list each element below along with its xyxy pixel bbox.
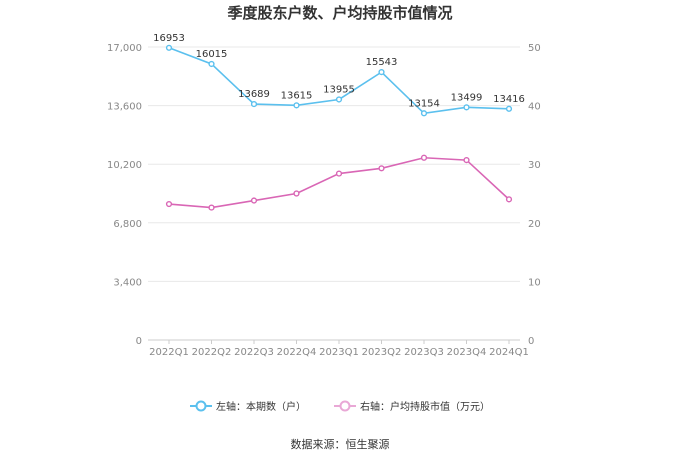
right-axis-tick-label: 30 — [528, 160, 541, 171]
right-axis-tick-label: 10 — [528, 277, 541, 288]
data-label: 16953 — [153, 33, 185, 44]
left-axis-tick-label: 6,800 — [113, 219, 142, 230]
right-axis-tick-label: 40 — [528, 102, 541, 113]
legend-left-line-icon — [190, 400, 212, 411]
data-label: 13154 — [408, 98, 440, 109]
x-axis-tick-label: 2024Q1 — [489, 347, 529, 358]
series-line-1 — [168, 156, 510, 209]
data-label: 16015 — [196, 49, 228, 60]
data-point — [250, 197, 258, 204]
left-axis-tick-label: 10,200 — [107, 160, 142, 171]
data-labels: 16953 16015 13689 13615 13955 15543 13154 13499… — [153, 33, 525, 109]
chart-title: 季度股东户数、户均持股市值情况 — [227, 4, 453, 22]
data-point — [250, 100, 258, 108]
x-axis-tick-label: 2022Q4 — [277, 347, 317, 358]
x-axis-tick-label: 2023Q2 — [362, 347, 402, 358]
x-axis-tick-label: 2022Q2 — [192, 347, 232, 358]
data-label: 13416 — [493, 94, 525, 105]
data-point — [463, 104, 470, 111]
data-point — [505, 105, 513, 112]
data-point — [463, 156, 470, 164]
right-axis-tick-label: 20 — [528, 219, 541, 230]
left-axis-tick-label: 0 — [136, 336, 142, 347]
data-point — [293, 190, 300, 197]
data-point — [378, 69, 385, 76]
data-label: 15543 — [366, 57, 398, 68]
data-point — [505, 196, 513, 203]
x-axis-tick-label: 2022Q1 — [149, 347, 189, 358]
chart-source: 数据来源：恒生聚源 — [290, 438, 390, 451]
legend-item-right-series[interactable]: 右轴：户均持股市值（万元） — [334, 398, 490, 413]
series-lines — [165, 44, 513, 211]
x-axis-tick-label: 2023Q3 — [404, 347, 444, 358]
data-point — [378, 165, 385, 172]
data-label: 13499 — [451, 92, 483, 103]
x-axis-tick-label: 2023Q4 — [447, 347, 487, 358]
axes: 0 3,400 6,800 10,200 13,600 17,000 0 10 20 30 40 50… — [107, 43, 541, 358]
data-label: 13615 — [281, 90, 313, 101]
left-axis-tick-label: 13,600 — [107, 102, 142, 113]
data-label: 13955 — [323, 84, 355, 95]
data-point — [420, 110, 428, 117]
data-point — [335, 96, 343, 103]
grid-lines — [148, 46, 520, 341]
data-point — [165, 200, 173, 208]
data-point — [293, 102, 300, 109]
data-point — [165, 44, 173, 51]
legend: 左轴：本期数（户） 右轴：户均持股市值（万元） — [0, 398, 680, 413]
data-label: 13689 — [238, 89, 270, 100]
left-axis-tick-label: 17,000 — [107, 43, 142, 54]
left-axis-tick-label: 3,400 — [113, 277, 142, 288]
legend-item-left-series[interactable]: 左轴：本期数（户） — [190, 398, 306, 413]
data-point — [335, 170, 343, 177]
legend-left-label: 左轴：本期数（户） — [216, 402, 306, 413]
data-point — [420, 154, 428, 161]
x-axis-tick-label: 2022Q3 — [234, 347, 274, 358]
legend-right-line-icon — [334, 400, 356, 411]
right-axis-tick-label: 50 — [528, 43, 541, 54]
data-point — [208, 60, 215, 68]
right-axis-tick-label: 0 — [528, 336, 534, 347]
x-axis-tick-label: 2023Q1 — [319, 347, 359, 358]
data-point — [208, 204, 215, 211]
legend-right-label: 右轴：户均持股市值（万元） — [360, 402, 490, 413]
